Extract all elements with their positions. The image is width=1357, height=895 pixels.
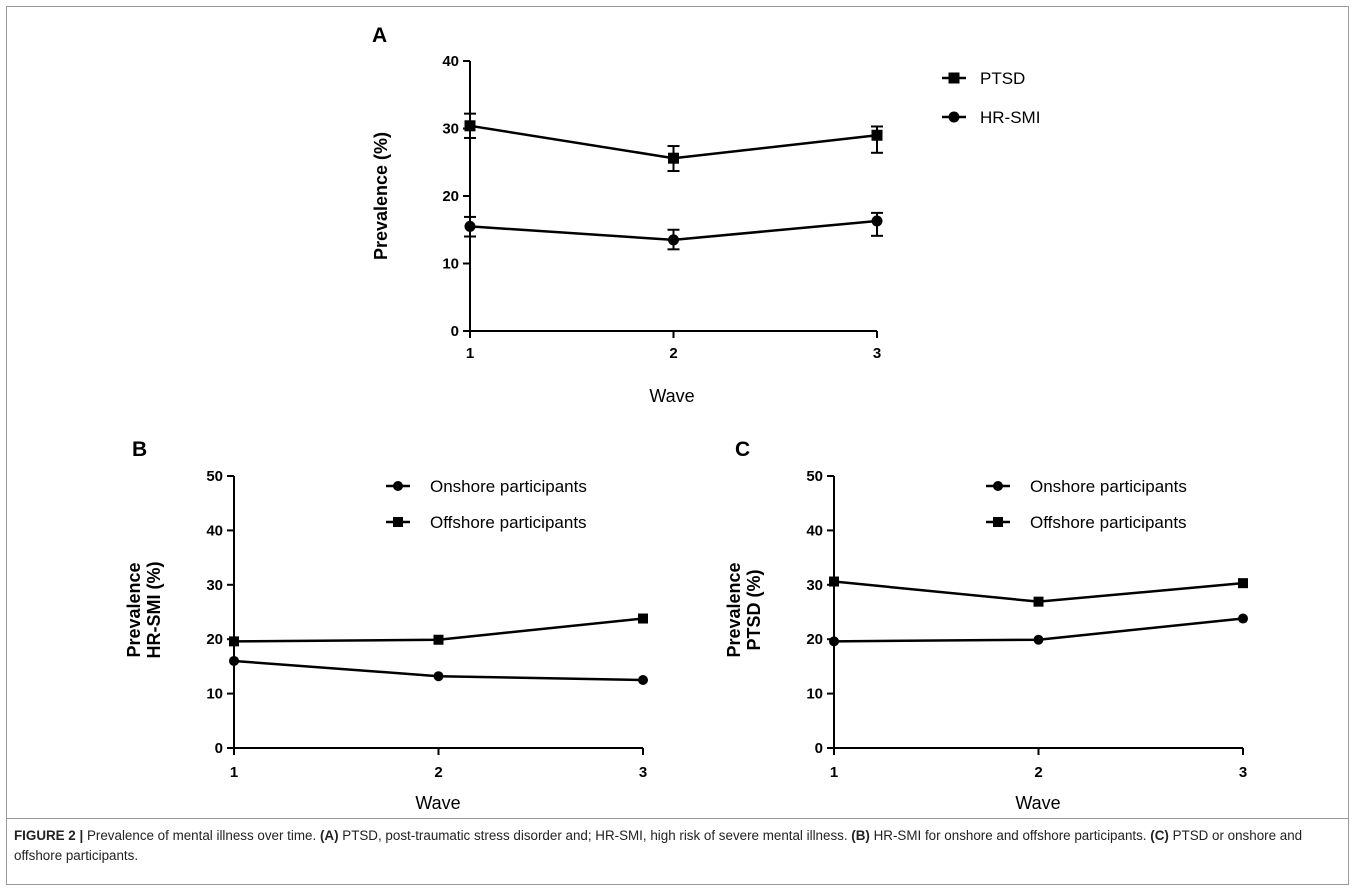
series-hr-smi bbox=[464, 211, 883, 251]
x-tick-label: 3 bbox=[1239, 764, 1247, 781]
x-tick-label: 1 bbox=[830, 764, 838, 781]
y-tick-label: 50 bbox=[206, 468, 223, 485]
x-tick-label: 1 bbox=[230, 764, 238, 781]
data-point bbox=[668, 152, 679, 164]
panel-letter: B bbox=[132, 438, 147, 461]
y-tick-label: 30 bbox=[806, 577, 823, 594]
series-onshore-participants bbox=[829, 613, 1248, 647]
y-tick-label: 30 bbox=[206, 577, 223, 594]
x-tick-label: 2 bbox=[1034, 764, 1042, 781]
series-onshore-participants bbox=[229, 655, 648, 685]
legend-label: HR-SMI bbox=[980, 108, 1040, 127]
caption-a-tag: (A) bbox=[319, 828, 339, 843]
legend-entry: Offshore participants bbox=[386, 513, 587, 532]
data-point bbox=[829, 576, 839, 587]
series-offshore-participants bbox=[829, 576, 1248, 607]
legend-marker bbox=[993, 481, 1003, 491]
caption-intro: Prevalence of mental illness over time. bbox=[86, 828, 317, 843]
legend-label: Onshore participants bbox=[1030, 477, 1187, 496]
legend-marker bbox=[393, 481, 403, 491]
data-point bbox=[1033, 596, 1044, 607]
y-axis-title: Prevalence (%) bbox=[371, 132, 391, 260]
data-point bbox=[668, 234, 679, 246]
caption-prefix: FIGURE 2 | bbox=[14, 828, 84, 843]
data-point bbox=[433, 634, 444, 645]
series-ptsd bbox=[464, 112, 883, 173]
data-point bbox=[638, 675, 648, 685]
data-point bbox=[433, 671, 444, 682]
data-point bbox=[871, 129, 883, 141]
x-tick-label: 3 bbox=[873, 345, 881, 362]
y-axis-title-line: PTSD (%) bbox=[744, 569, 764, 650]
y-tick-label: 10 bbox=[206, 686, 223, 703]
x-tick-label: 2 bbox=[669, 345, 677, 362]
data-point bbox=[1033, 634, 1044, 645]
y-tick-label: 0 bbox=[451, 323, 459, 340]
y-tick-label: 20 bbox=[806, 631, 823, 648]
x-axis-title: Wave bbox=[415, 793, 460, 813]
y-axis-title: PrevalenceHR-SMI (%) bbox=[124, 562, 164, 659]
legend-entry: Offshore participants bbox=[986, 513, 1187, 532]
caption-c-tag: (C) bbox=[1150, 828, 1169, 843]
legend-entry: Onshore participants bbox=[386, 477, 587, 496]
legend-marker bbox=[993, 517, 1003, 527]
caption-b-text: HR-SMI for onshore and offshore particip… bbox=[873, 828, 1147, 843]
data-point bbox=[1238, 613, 1248, 624]
panel-letter: A bbox=[372, 24, 387, 47]
panel-c: C 0 10 20 30 40 50 1 2 3 Wave PrevalencePTSD (%) Ons… bbox=[724, 438, 1248, 813]
data-point bbox=[229, 636, 239, 647]
y-axis-title: PrevalencePTSD (%) bbox=[724, 562, 764, 657]
y-tick-label: 40 bbox=[206, 522, 223, 539]
y-axis-title-line: Prevalence bbox=[724, 562, 744, 657]
data-point bbox=[638, 613, 648, 624]
y-tick-label: 40 bbox=[806, 522, 823, 539]
legend-marker bbox=[948, 72, 960, 84]
x-tick-label: 2 bbox=[434, 764, 442, 781]
legend-label: PTSD bbox=[980, 69, 1025, 88]
legend-entry: HR-SMI bbox=[942, 108, 1040, 127]
x-axis-title: Wave bbox=[1015, 793, 1060, 813]
legend-label: Onshore participants bbox=[430, 477, 587, 496]
caption-c-text: PTSD or onshore and offshore participant… bbox=[14, 828, 1303, 863]
panel-a: A 0 10 20 30 40 1 2 3 Wave Prevalence (%) PTSD HR-SM… bbox=[371, 24, 1040, 406]
legend-marker bbox=[948, 111, 960, 123]
legend-entry: PTSD bbox=[942, 69, 1025, 88]
y-tick-label: 0 bbox=[815, 740, 823, 757]
legend-entry: Onshore participants bbox=[986, 477, 1187, 496]
data-point bbox=[229, 655, 239, 666]
data-point bbox=[871, 215, 883, 227]
y-tick-label: 20 bbox=[442, 188, 459, 205]
y-tick-label: 50 bbox=[806, 468, 823, 485]
legend-label: Offshore participants bbox=[1030, 513, 1187, 532]
x-tick-label: 3 bbox=[639, 764, 647, 781]
data-point bbox=[829, 636, 839, 647]
figure-caption: FIGURE 2 | Prevalence of mental illness … bbox=[14, 826, 1344, 866]
y-tick-label: 10 bbox=[442, 256, 459, 273]
legend-marker bbox=[393, 517, 403, 527]
y-tick-label: 30 bbox=[442, 121, 459, 138]
data-point bbox=[464, 120, 476, 132]
y-tick-label: 10 bbox=[806, 686, 823, 703]
data-point bbox=[464, 220, 476, 232]
x-axis-title: Wave bbox=[649, 386, 694, 406]
y-tick-label: 20 bbox=[206, 631, 223, 648]
series-offshore-participants bbox=[229, 613, 648, 647]
y-tick-label: 40 bbox=[442, 53, 459, 70]
legend-label: Offshore participants bbox=[430, 513, 587, 532]
y-tick-label: 0 bbox=[215, 740, 223, 757]
y-axis-title-line: HR-SMI (%) bbox=[144, 562, 164, 659]
caption-b-tag: (B) bbox=[851, 828, 870, 843]
data-point bbox=[1238, 578, 1248, 589]
figure-frame bbox=[6, 6, 1349, 885]
caption-a-text: PTSD, post-traumatic stress disorder and… bbox=[342, 828, 848, 843]
panel-letter: C bbox=[735, 438, 750, 461]
y-axis-title-line: Prevalence bbox=[124, 562, 144, 657]
caption-divider bbox=[6, 818, 1349, 819]
x-tick-label: 1 bbox=[466, 345, 474, 362]
panel-b: B 0 10 20 30 40 50 1 2 3 Wave PrevalenceHR-SMI (%) O… bbox=[124, 438, 648, 813]
